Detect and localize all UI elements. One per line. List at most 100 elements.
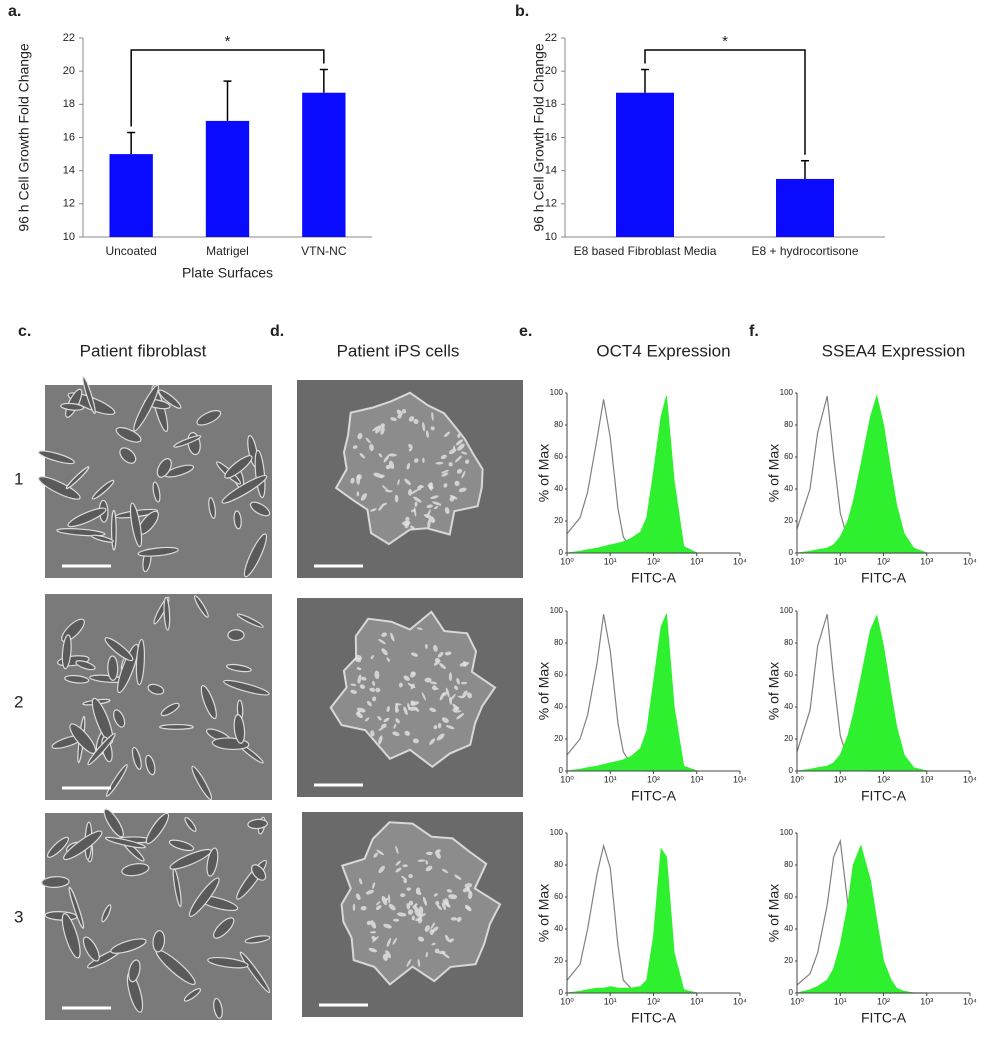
cell <box>395 845 399 855</box>
cell <box>188 877 220 917</box>
bar <box>776 178 834 237</box>
cell <box>196 410 222 426</box>
cell <box>378 865 385 874</box>
cell <box>356 491 360 497</box>
cell <box>247 818 268 830</box>
cell <box>390 417 397 421</box>
y-tick-label: 80 <box>554 420 563 429</box>
cell <box>381 723 387 729</box>
cell <box>429 707 437 713</box>
cell <box>461 681 468 685</box>
bar <box>302 92 346 237</box>
cell <box>61 913 81 959</box>
cell <box>104 637 134 662</box>
x-tick-label: VTN-NC <box>301 244 347 258</box>
cell <box>456 916 462 923</box>
cell <box>372 882 376 890</box>
micrograph <box>302 812 523 1017</box>
x-tick-label: 10³ <box>690 774 703 784</box>
cell <box>366 920 372 926</box>
cell <box>448 894 458 900</box>
cell <box>429 482 434 491</box>
cell <box>462 690 468 698</box>
cell <box>355 893 361 901</box>
cell <box>67 507 107 528</box>
cell <box>251 864 267 881</box>
cell <box>75 660 96 671</box>
cell <box>156 458 172 478</box>
cell <box>464 883 473 888</box>
cell <box>444 651 452 656</box>
y-axis-label: % of Max <box>536 662 552 720</box>
cell <box>191 765 213 801</box>
cell <box>163 596 171 631</box>
cell <box>376 901 381 906</box>
x-tick-label: 10⁰ <box>790 556 804 566</box>
cell <box>365 437 371 444</box>
cell <box>417 959 421 967</box>
y-tick-label: 80 <box>784 638 793 647</box>
cell <box>358 878 363 885</box>
y-tick-label: 20 <box>63 65 75 77</box>
cell <box>444 507 450 515</box>
cell <box>431 926 439 933</box>
cell <box>448 448 457 455</box>
cell <box>137 546 179 557</box>
cell <box>446 889 453 893</box>
cell <box>361 676 367 681</box>
column-title: Patient iPS cells <box>337 341 460 360</box>
cell <box>249 501 271 517</box>
cell <box>433 893 438 897</box>
cell <box>356 474 361 485</box>
cell <box>61 634 72 670</box>
x-tick-label: 10² <box>647 774 660 784</box>
cell <box>133 384 160 432</box>
cell <box>431 412 434 421</box>
cell <box>173 435 202 448</box>
cell <box>411 915 415 921</box>
x-tick-label: 10¹ <box>604 556 617 566</box>
bar <box>109 154 153 237</box>
cell <box>129 502 143 548</box>
y-tick-label: 40 <box>554 924 563 933</box>
cell <box>410 525 415 530</box>
cell <box>393 918 400 922</box>
cell <box>416 627 423 630</box>
cell <box>145 812 170 845</box>
y-axis-label: 96 h Cell Growth Fold Change <box>531 43 547 232</box>
cell <box>425 851 433 856</box>
cell <box>461 470 466 479</box>
y-tick-label: 60 <box>554 670 563 679</box>
cell <box>445 725 455 730</box>
cell <box>383 923 392 929</box>
cell <box>456 713 465 720</box>
cell <box>386 657 390 662</box>
cell <box>364 717 370 722</box>
cell <box>369 687 376 692</box>
cell <box>426 504 433 509</box>
cell <box>103 808 124 838</box>
y-tick-label: 40 <box>784 484 793 493</box>
cell <box>370 920 377 929</box>
cell <box>435 461 444 465</box>
colony <box>340 821 502 986</box>
cell <box>374 670 380 680</box>
cell <box>208 497 216 519</box>
y-tick-label: 80 <box>554 638 563 647</box>
x-tick-label: 10³ <box>920 996 933 1006</box>
cell <box>410 700 415 706</box>
cell <box>384 897 389 902</box>
x-tick-label: 10² <box>877 774 890 784</box>
cell <box>406 462 411 470</box>
y-tick-label: 22 <box>545 32 557 44</box>
cell <box>449 696 453 705</box>
y-tick-label: 20 <box>784 956 793 965</box>
cell <box>455 439 464 446</box>
x-tick-label: 10⁰ <box>790 996 804 1006</box>
x-tick-label: 10² <box>877 996 890 1006</box>
y-tick-label: 60 <box>784 670 793 679</box>
y-tick-label: 40 <box>554 702 563 711</box>
cell <box>402 864 408 868</box>
x-tick-label: 10¹ <box>834 774 847 784</box>
row-label: 2 <box>14 692 23 711</box>
